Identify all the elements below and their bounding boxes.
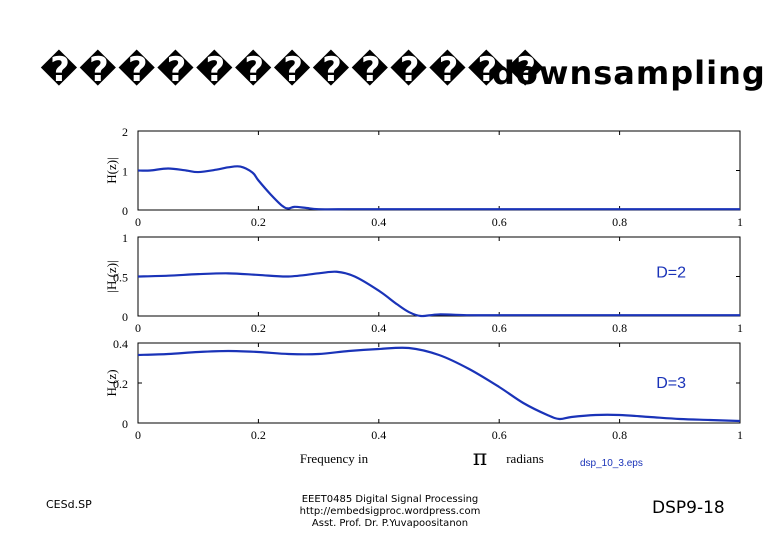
x-tick-label: 0 bbox=[135, 428, 141, 442]
footer-url-line: http://embedsigproc.wordpress.com bbox=[299, 506, 481, 517]
y-axis-label: H (z) bbox=[104, 369, 119, 396]
y-axis-label: H(z)| bbox=[104, 157, 119, 183]
magnitude-response-line bbox=[137, 270, 740, 318]
magnitude-response-line bbox=[137, 346, 741, 423]
x-tick-label: 0 bbox=[135, 215, 141, 229]
title-english-text: downsampling bbox=[492, 54, 766, 92]
footer-center-block: EEET0485 Digital Signal Processing http:… bbox=[280, 494, 500, 530]
plot-frame bbox=[137, 130, 741, 211]
decimation-factor-label: D=3 bbox=[656, 375, 686, 392]
eps-filename-label: dsp_10_3.eps bbox=[580, 458, 643, 469]
y-tick-label: 0.4 bbox=[113, 337, 128, 351]
y-tick-label: 1 bbox=[122, 231, 128, 245]
x-tick-label: 0.2 bbox=[251, 321, 266, 335]
y-tick-label: 2 bbox=[122, 125, 128, 139]
x-tick-label: 0.8 bbox=[612, 321, 627, 335]
footer-course-line: EEET0485 Digital Signal Processing bbox=[301, 494, 479, 505]
chart-panel-2: 0 0.2 0.4 0.6 0.8 1 0 0.5 1 |H (z)| D=2 bbox=[104, 231, 743, 335]
x-tick-label: 0.6 bbox=[492, 215, 507, 229]
y-tick-label: 1 bbox=[122, 165, 128, 179]
x-tick-label: 0.2 bbox=[251, 428, 266, 442]
slide-title: ������������� downsampling bbox=[40, 50, 765, 100]
chart-panel-1: 0 0.2 0.4 0.6 0.8 1 0 1 2 H(z)| bbox=[104, 125, 743, 229]
x-tick-label: 0.4 bbox=[371, 428, 386, 442]
y-tick-label: 0.2 bbox=[113, 377, 128, 391]
y-tick-label: 0.5 bbox=[113, 271, 128, 285]
x-tick-label: 1 bbox=[737, 215, 743, 229]
y-tick-label: 0 bbox=[122, 310, 128, 324]
x-tick-label: 0.8 bbox=[612, 428, 627, 442]
x-tick-label: 1 bbox=[737, 428, 743, 442]
x-tick-label: 0.4 bbox=[371, 215, 386, 229]
x-tick-label: 0 bbox=[135, 321, 141, 335]
y-axis-label: |H (z)| bbox=[104, 260, 119, 292]
chart-panel-3: 0 0.2 0.4 0.6 0.8 1 0 0.2 0.4 H (z) D=3 Frequency i… bbox=[104, 337, 743, 471]
x-tick-label: 0.6 bbox=[492, 321, 507, 335]
y-tick-label: 0 bbox=[122, 204, 128, 218]
y-tick-label: 0 bbox=[122, 417, 128, 431]
x-tick-label: 0.4 bbox=[371, 321, 386, 335]
x-tick-label: 0.6 bbox=[492, 428, 507, 442]
footer-author-line: Asst. Prof. Dr. P.Yuvapoositanon bbox=[311, 518, 469, 529]
footer-left-label: CESd.SP bbox=[46, 498, 92, 511]
decimation-factor-label: D=2 bbox=[656, 265, 686, 282]
x-tick-label: 0.2 bbox=[251, 215, 266, 229]
x-tick-label: 1 bbox=[737, 321, 743, 335]
footer-slide-number: DSP9-18 bbox=[652, 498, 725, 518]
plot-frame bbox=[137, 236, 741, 317]
x-axis-unit: radians bbox=[506, 451, 544, 466]
title-garbled-text: ������������� bbox=[40, 50, 546, 90]
x-tick-label: 0.8 bbox=[612, 215, 627, 229]
x-axis-label: Frequency in bbox=[300, 451, 369, 466]
pi-symbol: π bbox=[473, 446, 487, 471]
magnitude-response-line bbox=[137, 165, 740, 211]
